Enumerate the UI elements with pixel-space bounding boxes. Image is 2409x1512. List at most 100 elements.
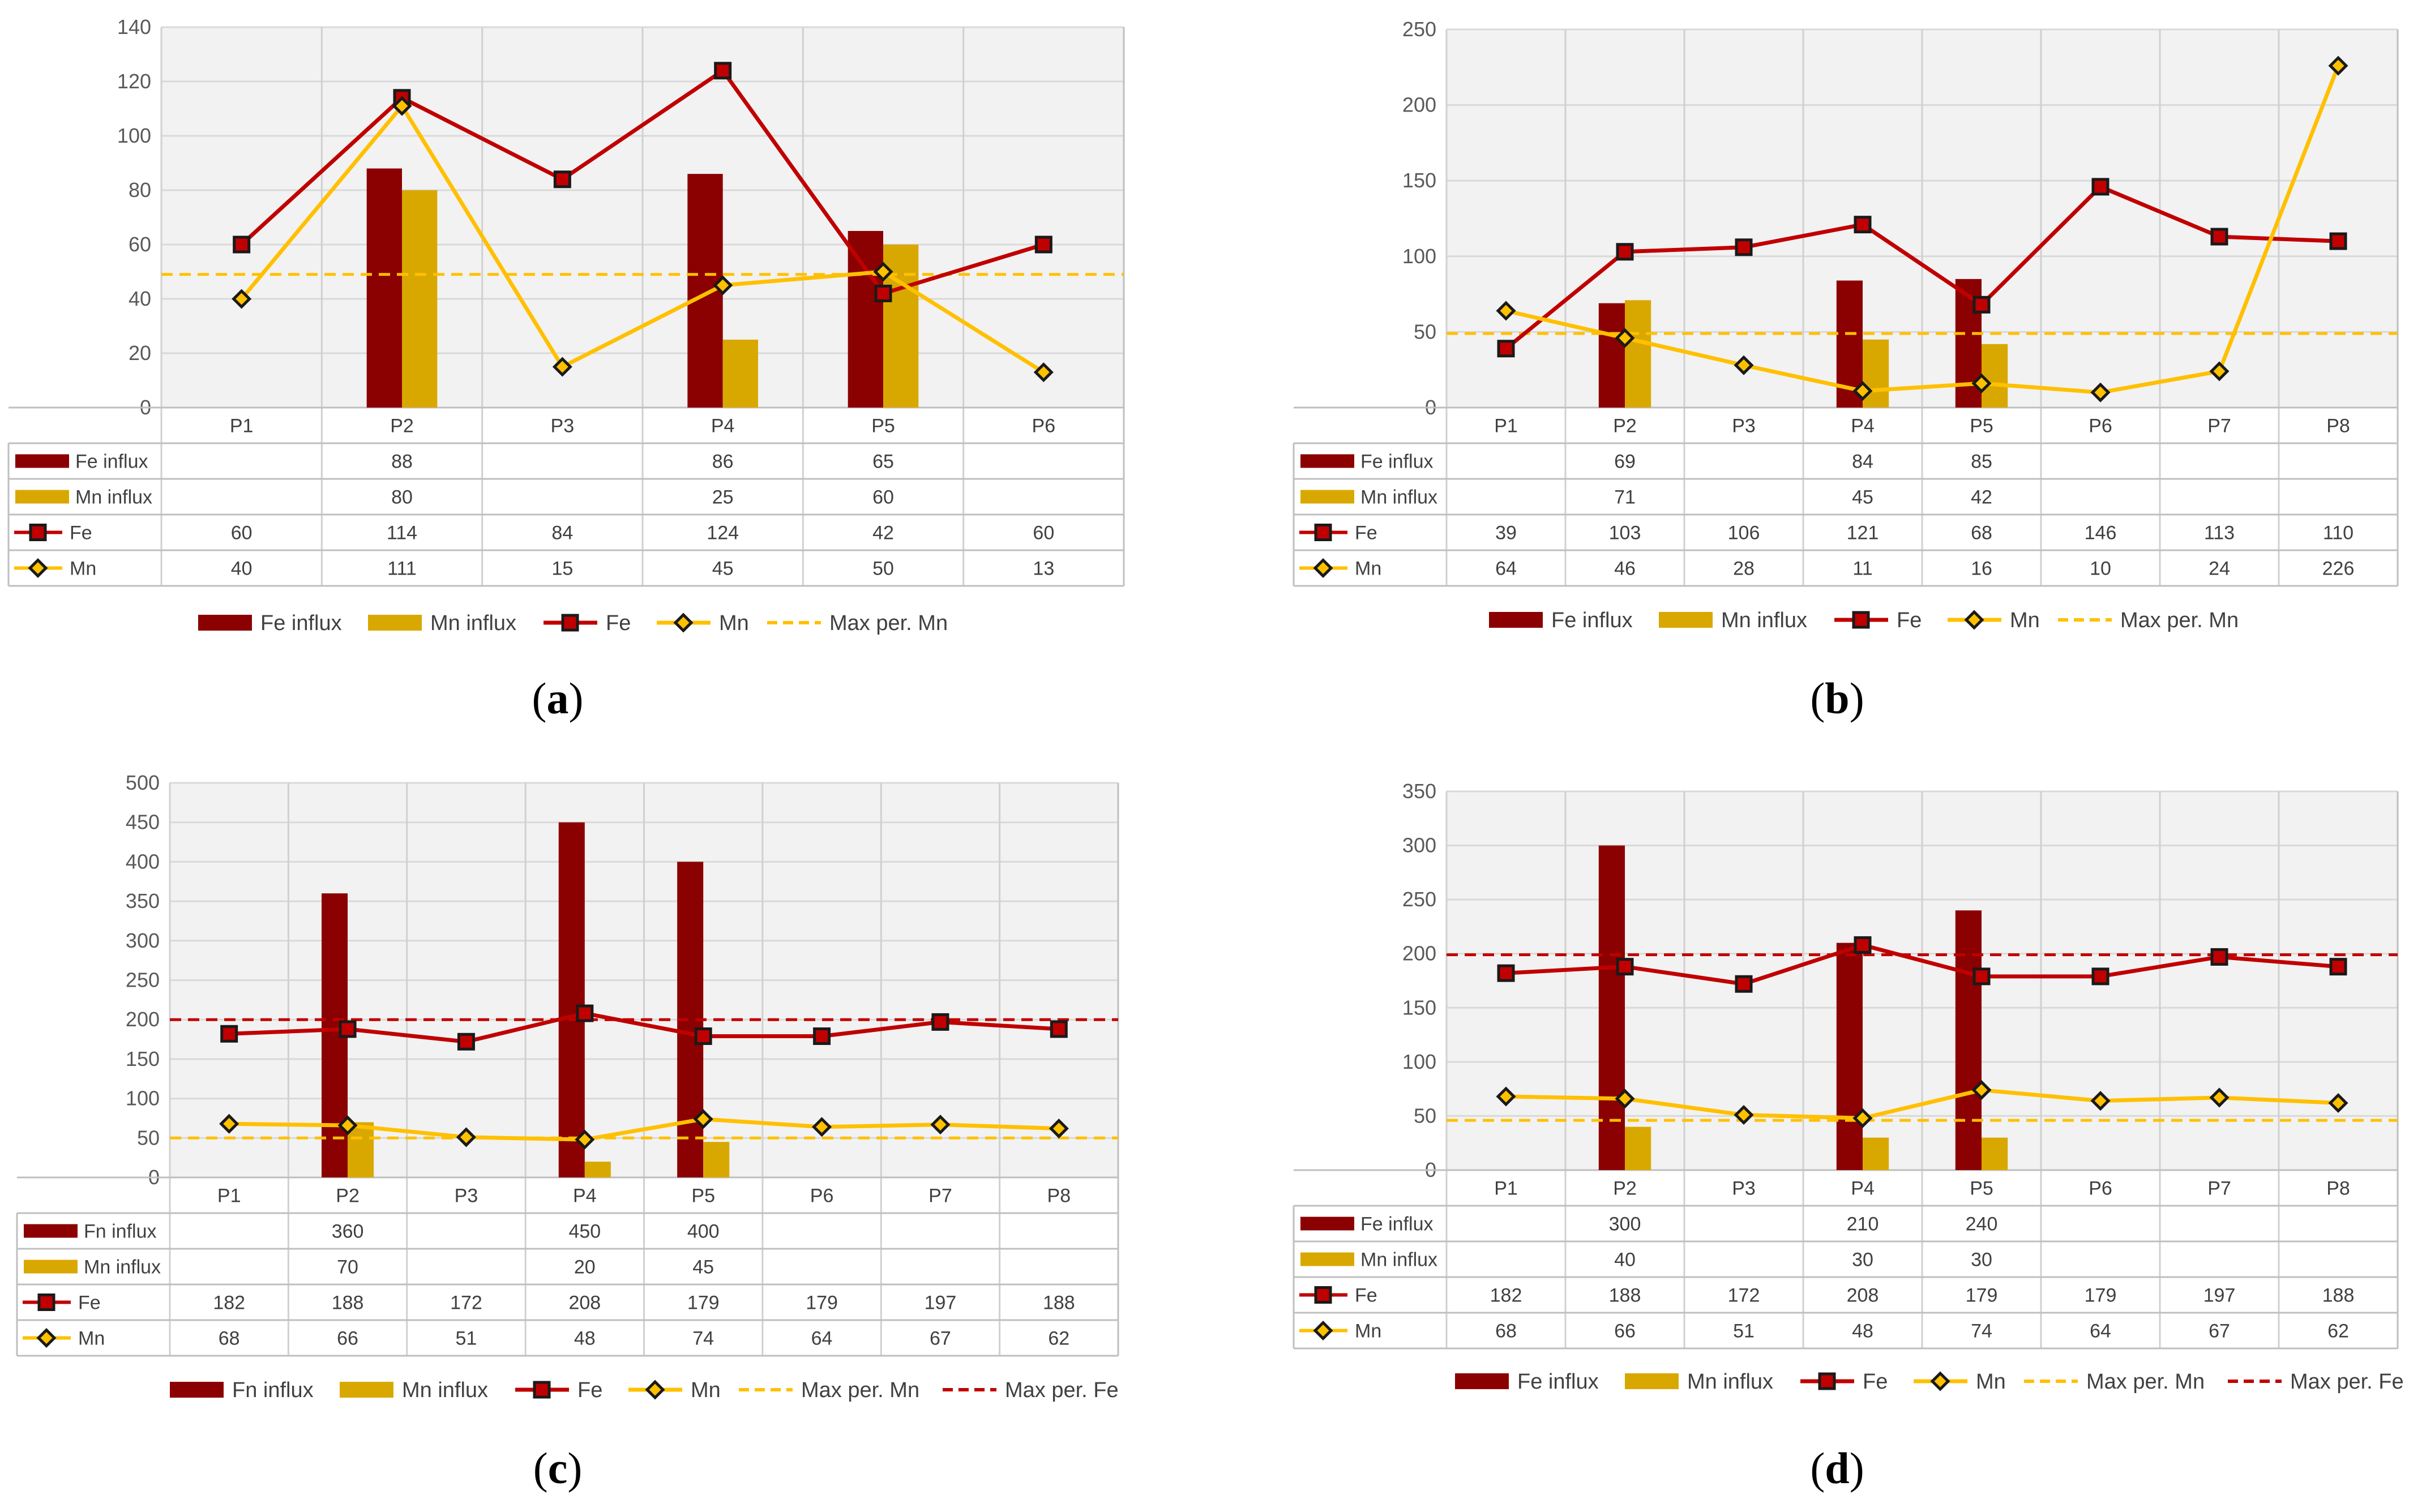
y-tick-label: 40 — [129, 287, 151, 310]
table-row-label: Fe influx — [1360, 451, 1434, 473]
point-fe — [1616, 958, 1634, 976]
legend-label-fe-influx: Fe influx — [1551, 609, 1633, 632]
category-label: P3 — [1732, 1178, 1756, 1200]
legend-swatch-mn-influx — [368, 615, 422, 631]
bar-fe-influx — [1598, 303, 1625, 408]
table-cell-value: 45 — [712, 558, 734, 580]
table-key-fe-influx — [15, 454, 69, 468]
point-mn — [812, 1117, 832, 1137]
point-fe — [2210, 948, 2228, 966]
bar-mn-influx — [1863, 339, 1889, 408]
point-mn — [930, 1115, 951, 1135]
table-cell-value: 86 — [712, 451, 734, 473]
table-cell-value: 400 — [687, 1221, 720, 1243]
table-cell-value: 62 — [2327, 1321, 2349, 1342]
bar-mn-influx — [1863, 1137, 1889, 1170]
category-label: P6 — [1032, 416, 1056, 437]
point-mn — [1734, 1104, 1754, 1125]
table-cell-value: 70 — [337, 1257, 358, 1278]
table-row-label: Mn — [1355, 1321, 1381, 1342]
y-tick-label: 100 — [1402, 1050, 1436, 1073]
table-cell-value: 188 — [1043, 1292, 1075, 1314]
table-cell-value: 64 — [811, 1328, 833, 1350]
legend-label-mn: Mn — [1976, 1370, 2006, 1394]
legend-label-mn: Mn — [691, 1378, 721, 1402]
point-mn — [392, 96, 412, 116]
bar-mn-influx — [1982, 344, 2008, 408]
legend-label-max-per-fe: Max per. Fe — [2290, 1370, 2404, 1394]
category-label: P4 — [1851, 1178, 1875, 1200]
y-tick-label: 250 — [126, 969, 160, 992]
caption-close-paren: ) — [1850, 1444, 1864, 1493]
table-cell-value: 188 — [1609, 1285, 1641, 1307]
table-cell-value: 360 — [332, 1221, 364, 1243]
legend-label-fe: Fe — [1863, 1370, 1888, 1394]
line-mn — [229, 1117, 1059, 1142]
point-fe — [2091, 967, 2110, 986]
table-cell-value: 45 — [692, 1257, 714, 1278]
category-label: P6 — [2089, 1178, 2112, 1200]
category-label: P8 — [1047, 1185, 1071, 1207]
legend-label-max-per-mn: Max per. Mn — [829, 611, 948, 635]
table-row-label: Fn influx — [84, 1221, 157, 1243]
category-label: P7 — [928, 1185, 952, 1207]
point-mn — [1734, 355, 1754, 375]
panel-caption: (d) — [1810, 1444, 1864, 1493]
table-cell-value: 64 — [1495, 558, 1517, 580]
table-cell-value: 45 — [1852, 487, 1873, 508]
category-label: P8 — [2326, 1178, 2350, 1200]
table-cell-value: 48 — [1852, 1321, 1873, 1342]
bar-mn-influx — [402, 190, 438, 408]
legend-label-fn-influx: Fn influx — [232, 1378, 314, 1402]
caption-close-paren: ) — [567, 1444, 582, 1493]
point-mn — [232, 289, 252, 309]
table-cell-value: 42 — [872, 522, 894, 544]
point-fe — [457, 1033, 475, 1051]
table-cell-value: 146 — [2085, 522, 2117, 544]
category-label: P6 — [810, 1185, 834, 1207]
y-tick-label: 50 — [137, 1126, 160, 1149]
legend-marker-mn — [673, 612, 694, 633]
table-cell-value: 179 — [2085, 1285, 2117, 1307]
category-label: P7 — [2207, 1178, 2231, 1200]
table-cell-value: 64 — [2090, 1321, 2111, 1342]
caption-open-paren: ( — [1810, 674, 1825, 723]
table-key-fn-influx — [24, 1224, 78, 1238]
point-fe — [1972, 967, 1991, 986]
legend-swatch-mn-influx — [340, 1382, 393, 1398]
category-label: P3 — [551, 416, 575, 437]
legend-label-mn-influx: Mn influx — [402, 1378, 488, 1402]
point-fe — [1854, 936, 1872, 954]
table-cell-value: 113 — [2204, 522, 2235, 544]
point-mn — [2328, 55, 2348, 76]
table-cell-value: 208 — [568, 1292, 601, 1314]
bar-mn-influx — [703, 1142, 730, 1177]
legend-marker-mn — [645, 1380, 665, 1400]
legend-swatch-fe-influx — [1455, 1373, 1509, 1389]
table-row-label: Fe — [78, 1292, 101, 1314]
y-tick-label: 60 — [129, 233, 151, 256]
category-label: P3 — [1732, 416, 1756, 437]
table-row-label: Fe influx — [75, 451, 148, 473]
table-cell-value: 179 — [687, 1292, 720, 1314]
legend-swatch-fe-influx — [1489, 612, 1543, 628]
table-cell-value: 188 — [332, 1292, 364, 1314]
y-tick-label: 50 — [1414, 1104, 1436, 1127]
caption-close-paren: ) — [569, 674, 584, 723]
table-cell-value: 30 — [1852, 1249, 1873, 1271]
category-label: P5 — [1970, 416, 1993, 437]
table-cell-value: 65 — [872, 451, 894, 473]
category-label: P4 — [711, 416, 735, 437]
table-cell-value: 208 — [1847, 1285, 1879, 1307]
table-cell-value: 40 — [231, 558, 253, 580]
category-label: P1 — [230, 416, 254, 437]
legend-label-fe: Fe — [606, 611, 631, 635]
point-mn — [873, 262, 893, 282]
y-tick-label: 350 — [1402, 779, 1436, 803]
point-fe — [1497, 964, 1515, 982]
table-cell-value: 39 — [1495, 522, 1517, 544]
table-cell-value: 15 — [551, 558, 573, 580]
